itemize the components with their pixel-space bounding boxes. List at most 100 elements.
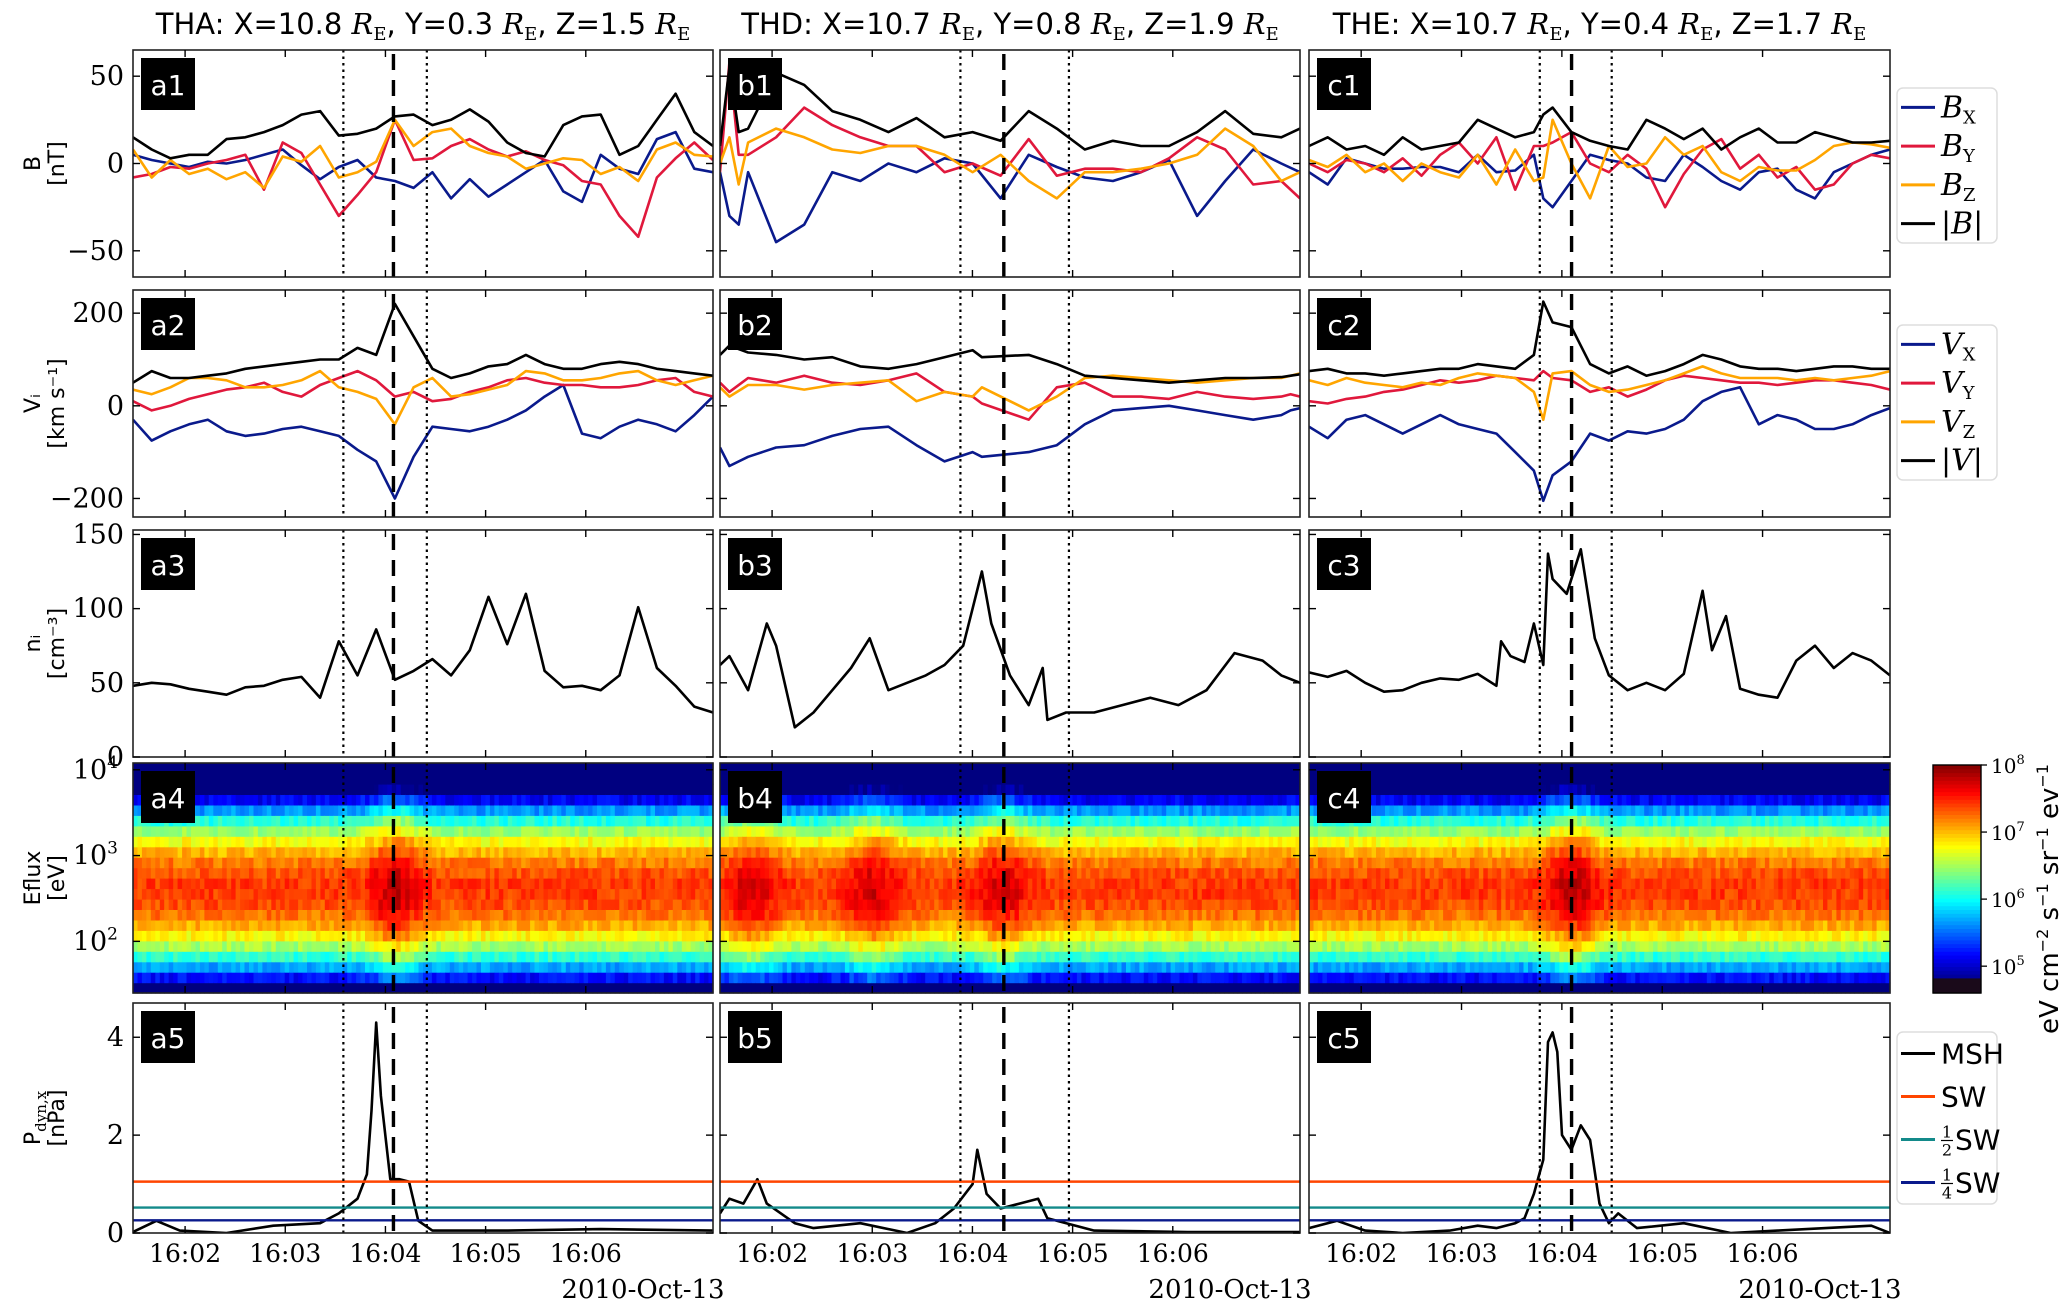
panel-background [133, 290, 713, 517]
panel-frame [1308, 1002, 1891, 1234]
colorbar-segment [1933, 863, 1981, 869]
colorbar-segment [1933, 825, 1981, 831]
fraction-numerator: 1 [1942, 1123, 1952, 1142]
y-axis-quantity: Eflux [21, 851, 46, 906]
fraction-denominator: 2 [1942, 1141, 1952, 1160]
colorbar-segment [1933, 772, 1981, 777]
series-bz [720, 127, 1300, 200]
panel-label-badge [1317, 538, 1371, 590]
colorbar-label-text: eV cm−2 s−1 sr−1 ev−1 [2033, 764, 2065, 1034]
y-tick-label: 0 [107, 149, 124, 180]
panel-frame [719, 529, 1301, 758]
panel-a3: a3 [132, 529, 714, 758]
colorbar-segment [1933, 974, 1981, 979]
colorbar-segment [1933, 814, 1981, 819]
colorbar-segment [1933, 776, 1981, 781]
series-by [133, 118, 713, 239]
series-vy [1309, 369, 1890, 405]
colorbar-segment [1933, 970, 1981, 975]
y-tick-label: −50 [67, 236, 124, 267]
legend-box [1896, 1031, 1998, 1205]
series-ni [133, 592, 713, 714]
colorbar-segment [1933, 791, 1981, 796]
panel-b2: b2 [719, 289, 1301, 518]
time-tick-label: 16:05 [1626, 1239, 1698, 1268]
legend-label: 12 SW [1941, 1123, 2000, 1160]
colorbar-segment [1933, 962, 1981, 967]
y-axis-unit: [cm⁻³] [45, 608, 70, 679]
colorbar-segment [1933, 780, 1981, 785]
colorbar-segment [1933, 920, 1981, 926]
y-axis-quantity: nᵢ [21, 635, 46, 653]
series-b [1309, 106, 1890, 157]
series-v [133, 302, 713, 384]
panel-background [1309, 290, 1890, 517]
time-tick-label: 16:03 [836, 1239, 908, 1268]
panel-c1: c1 [1308, 49, 1891, 278]
panel-frame [719, 762, 1301, 994]
colorbar-segment [1933, 837, 1981, 842]
colorbar-segment [1933, 951, 1981, 956]
y-axis-quantity: Pdyn,x [21, 1090, 50, 1145]
panel-c3: c3 [1308, 529, 1891, 758]
colorbar-segment [1933, 985, 1981, 990]
legend-label: 14 SW [1941, 1166, 2000, 1203]
y-axis-label-row1: B [nT] [21, 141, 70, 186]
colorbar-segment [1933, 860, 1981, 865]
colorbar-segment [1933, 936, 1981, 941]
series-bx [720, 148, 1300, 244]
panel-c2: c2 [1308, 289, 1891, 518]
colorbar-segment [1933, 977, 1981, 983]
y-axis-unit: [nPa] [45, 1090, 70, 1147]
panel-frame [132, 529, 714, 758]
date-label: 2010-Oct-13 [561, 1275, 724, 1305]
series-by [720, 60, 1300, 200]
panel-label-badge [728, 58, 782, 110]
series-bx [133, 130, 713, 204]
y-tick-label: 4 [107, 1022, 124, 1053]
y-tick-label: 50 [90, 61, 124, 92]
panel-label: c5 [1327, 1022, 1360, 1055]
colorbar-segment [1933, 894, 1981, 899]
y-tick-label: 103 [73, 839, 118, 872]
panel-a1: a1 [132, 49, 714, 278]
y-tick-label: 0 [107, 391, 124, 422]
legend-label: |B| [1941, 207, 1983, 242]
panel-label: c1 [1327, 69, 1360, 102]
time-tick-label: 16:06 [1727, 1239, 1799, 1268]
panel-a4: a4 [132, 762, 714, 994]
panel-background [720, 1003, 1300, 1233]
series-vx [1309, 385, 1890, 503]
series-v [1309, 300, 1890, 378]
y-axis-label-row4: Eflux [eV] [21, 851, 70, 906]
time-tick-label: 16:02 [149, 1239, 221, 1268]
colorbar-segment [1933, 856, 1981, 861]
colorbar-segment [1933, 784, 1981, 789]
colorbar-segment [1933, 886, 1981, 891]
colorbar-segment [1933, 905, 1981, 910]
colorbar-segment [1933, 928, 1981, 933]
series-vz [133, 369, 713, 426]
time-tick-label: 16:02 [1325, 1239, 1397, 1268]
panel-frame [1308, 762, 1891, 994]
spectrogram-b4 [720, 763, 1301, 994]
colorbar-segment [1933, 909, 1981, 914]
series-vx [133, 383, 713, 500]
colorbar-segment [1933, 829, 1981, 834]
colorbar-tick-label: 106 [1991, 887, 2025, 912]
time-tick-label: 16:05 [450, 1239, 522, 1268]
colorbar-segment [1933, 966, 1981, 971]
panel-a2: a2 [132, 289, 714, 518]
colorbar-segment [1933, 913, 1981, 918]
legend-box [1896, 87, 1998, 244]
colorbar-segment [1933, 795, 1981, 800]
y-axis-unit: [nT] [45, 141, 70, 186]
series-vz [1309, 365, 1890, 422]
date-label: 2010-Oct-13 [1738, 1275, 1901, 1305]
y-tick-label: −200 [50, 483, 124, 514]
colorbar-segment [1933, 939, 1981, 945]
y-axis-quantity: B [21, 156, 46, 171]
colorbar-segment [1933, 787, 1981, 793]
panel-background [133, 1003, 713, 1233]
